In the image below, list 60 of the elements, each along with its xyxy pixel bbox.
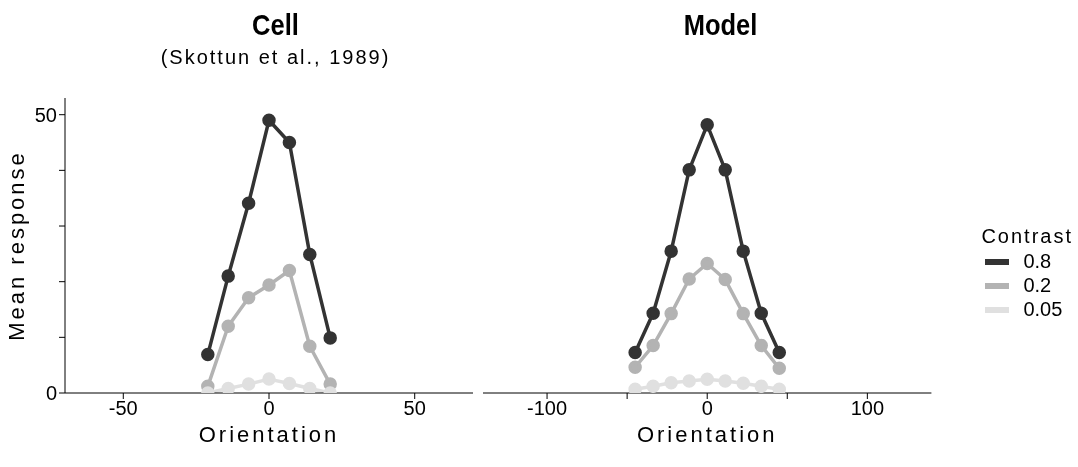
point <box>736 244 750 258</box>
x-tick-label: 0 <box>701 397 713 420</box>
point <box>303 247 317 262</box>
point <box>241 291 256 305</box>
point <box>718 163 732 177</box>
x-tick-label: 100 <box>850 397 885 420</box>
point <box>282 263 297 278</box>
point <box>772 345 787 360</box>
point <box>303 339 317 353</box>
y-axis-title: Mean response <box>3 150 29 341</box>
legend-label: 0.8 <box>1023 250 1052 273</box>
point <box>718 374 732 388</box>
point <box>664 306 678 321</box>
point <box>664 376 678 390</box>
point <box>262 113 276 128</box>
legend-label: 0.05 <box>1023 298 1063 321</box>
point <box>303 381 317 393</box>
point <box>646 338 660 353</box>
point <box>282 135 297 150</box>
chart-title: Model <box>682 8 759 42</box>
point <box>664 244 678 258</box>
x-tick-label: 50 <box>403 397 426 420</box>
point <box>262 278 276 292</box>
point <box>700 372 714 387</box>
legend-title: Contrast <box>981 224 1073 248</box>
point <box>646 379 660 393</box>
chart-title: Cell <box>251 8 300 42</box>
point <box>736 306 750 321</box>
point <box>262 372 276 386</box>
point <box>628 360 642 375</box>
point <box>700 256 714 271</box>
x-tick-label: -100 <box>527 397 568 420</box>
point <box>241 196 256 210</box>
point <box>221 381 235 393</box>
chart-subtitle: (Skottun et al., 1989) <box>159 46 392 69</box>
x-tick-label: -50 <box>108 397 138 420</box>
point <box>221 319 235 333</box>
x-axis-title: Orientation <box>198 422 340 447</box>
point <box>323 331 337 345</box>
point <box>241 377 256 391</box>
point <box>628 345 642 360</box>
point <box>718 272 732 287</box>
point <box>628 382 642 393</box>
x-tick-label: 0 <box>263 397 275 420</box>
point <box>682 374 696 388</box>
point <box>646 306 660 321</box>
point <box>754 379 768 393</box>
point <box>682 272 696 286</box>
point <box>201 347 215 362</box>
legend-label: 0.2 <box>1023 274 1052 297</box>
x-axis-title: Orientation <box>636 422 778 447</box>
point <box>282 376 297 391</box>
point <box>682 163 696 177</box>
point <box>754 306 768 321</box>
point <box>772 361 787 376</box>
point <box>221 269 235 283</box>
point <box>754 338 768 353</box>
point <box>700 118 714 132</box>
point <box>736 376 750 391</box>
point <box>772 382 787 393</box>
